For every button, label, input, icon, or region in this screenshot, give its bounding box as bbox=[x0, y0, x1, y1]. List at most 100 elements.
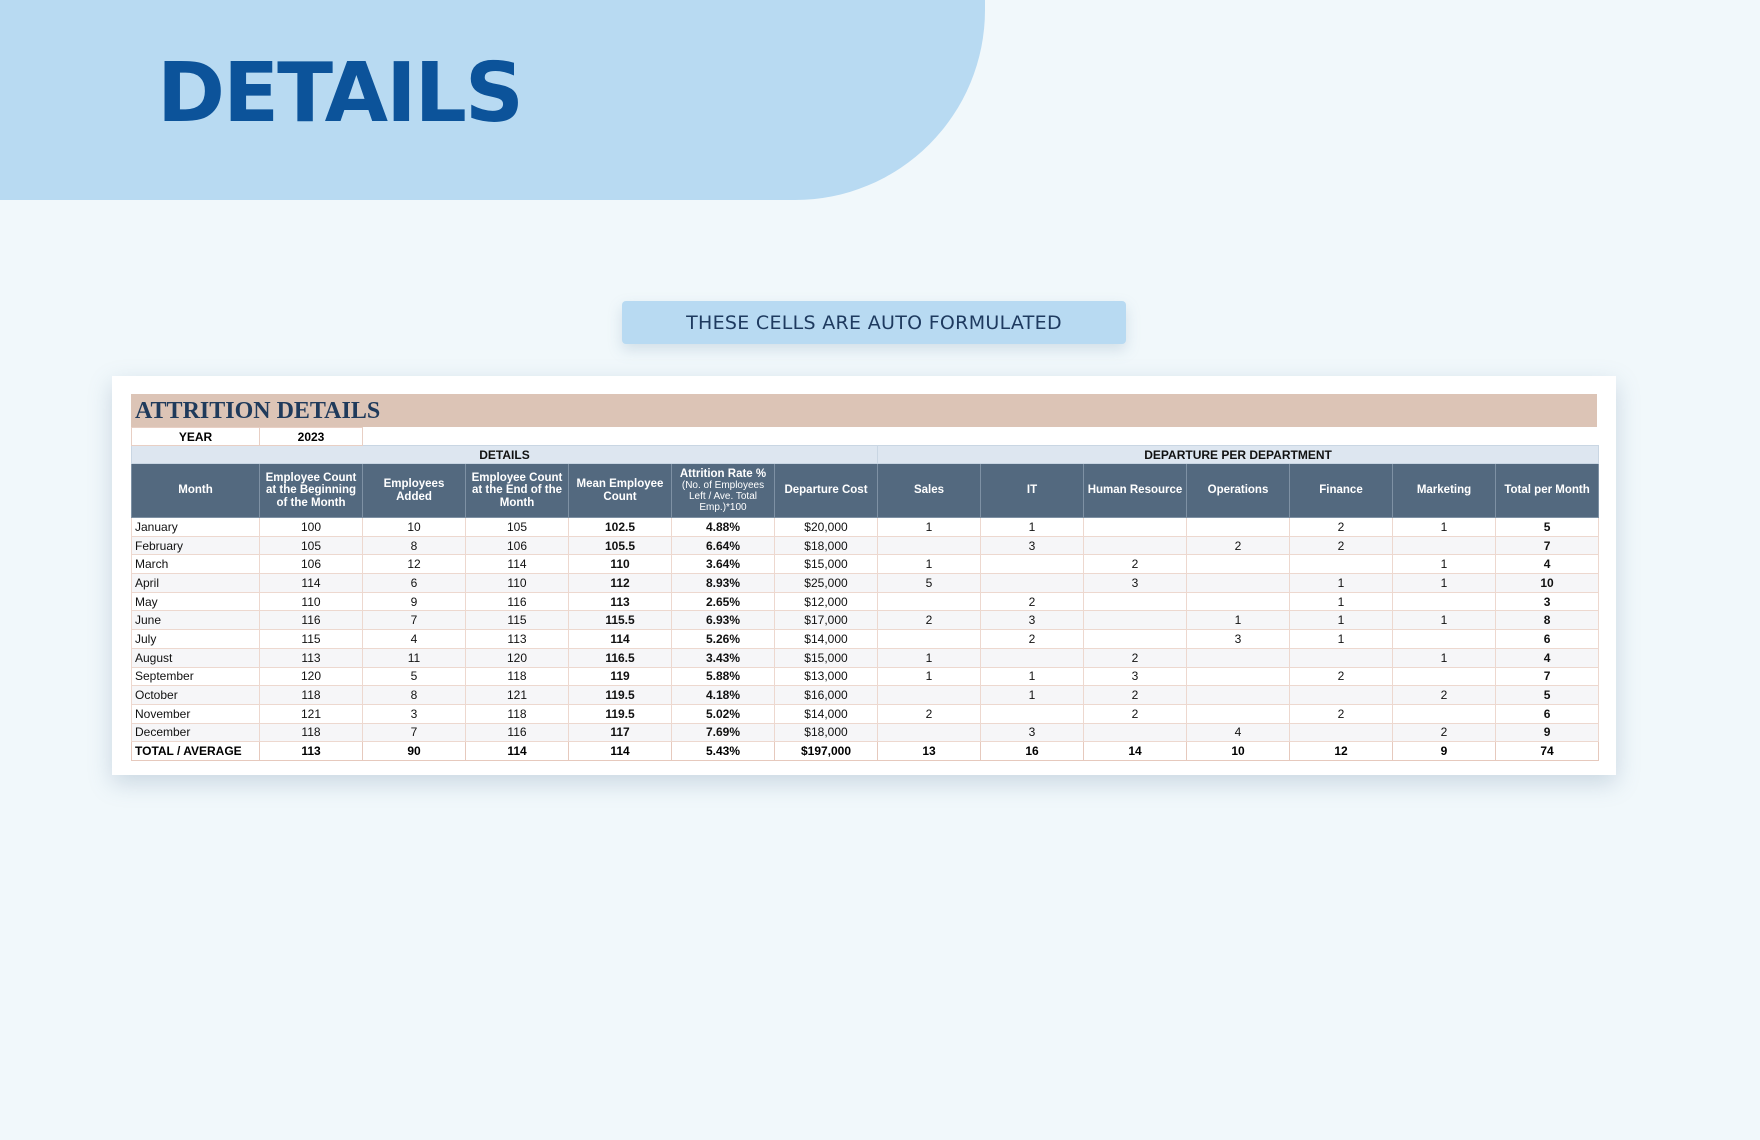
cell-employees-added[interactable]: 4 bbox=[362, 629, 466, 649]
cell-it[interactable] bbox=[980, 703, 1084, 724]
cell-human-resource[interactable]: 2 bbox=[1083, 685, 1187, 705]
cell-begin-count[interactable]: 110 bbox=[259, 591, 363, 612]
cell-marketing[interactable] bbox=[1392, 703, 1496, 724]
cell-employees-added[interactable]: 10 bbox=[362, 517, 466, 537]
cell-human-resource[interactable] bbox=[1083, 517, 1187, 537]
cell-month[interactable]: January bbox=[131, 517, 260, 537]
cell-employees-added[interactable]: 8 bbox=[362, 535, 466, 556]
cell-end-count[interactable]: 118 bbox=[465, 666, 569, 687]
cell-it[interactable] bbox=[980, 647, 1084, 668]
cell-finance[interactable] bbox=[1289, 647, 1393, 668]
cell-employees-added[interactable]: 7 bbox=[362, 610, 466, 631]
cell-month[interactable]: July bbox=[131, 629, 260, 649]
cell-it[interactable] bbox=[980, 554, 1084, 575]
cell-marketing[interactable]: 2 bbox=[1392, 722, 1496, 743]
cell-month[interactable]: December bbox=[131, 722, 260, 743]
cell-departure-cost[interactable]: $25,000 bbox=[774, 573, 878, 593]
cell-begin-count[interactable]: 100 bbox=[259, 517, 363, 537]
cell-month[interactable]: October bbox=[131, 685, 260, 705]
cell-operations[interactable] bbox=[1186, 517, 1290, 537]
cell-finance[interactable]: 2 bbox=[1289, 703, 1393, 724]
cell-sales[interactable]: 2 bbox=[877, 610, 981, 631]
cell-marketing[interactable] bbox=[1392, 591, 1496, 612]
cell-operations[interactable] bbox=[1186, 591, 1290, 612]
cell-begin-count[interactable]: 118 bbox=[259, 685, 363, 705]
cell-month[interactable]: March bbox=[131, 554, 260, 575]
cell-finance[interactable] bbox=[1289, 722, 1393, 743]
cell-marketing[interactable]: 1 bbox=[1392, 647, 1496, 668]
cell-finance[interactable] bbox=[1289, 554, 1393, 575]
cell-finance[interactable]: 1 bbox=[1289, 610, 1393, 631]
cell-departure-cost[interactable]: $14,000 bbox=[774, 629, 878, 649]
cell-end-count[interactable]: 121 bbox=[465, 685, 569, 705]
cell-departure-cost[interactable]: $17,000 bbox=[774, 610, 878, 631]
year-value[interactable]: 2023 bbox=[259, 427, 363, 446]
cell-marketing[interactable]: 2 bbox=[1392, 685, 1496, 705]
cell-begin-count[interactable]: 106 bbox=[259, 554, 363, 575]
cell-month[interactable]: June bbox=[131, 610, 260, 631]
cell-operations[interactable] bbox=[1186, 703, 1290, 724]
cell-operations[interactable]: 2 bbox=[1186, 535, 1290, 556]
cell-sales[interactable] bbox=[877, 685, 981, 705]
cell-human-resource[interactable]: 3 bbox=[1083, 573, 1187, 593]
cell-marketing[interactable] bbox=[1392, 629, 1496, 649]
cell-departure-cost[interactable]: $18,000 bbox=[774, 722, 878, 743]
cell-finance[interactable]: 2 bbox=[1289, 666, 1393, 687]
cell-human-resource[interactable]: 2 bbox=[1083, 554, 1187, 575]
cell-employees-added[interactable]: 9 bbox=[362, 591, 466, 612]
cell-human-resource[interactable] bbox=[1083, 591, 1187, 612]
cell-human-resource[interactable] bbox=[1083, 610, 1187, 631]
cell-sales[interactable]: 1 bbox=[877, 666, 981, 687]
cell-begin-count[interactable]: 105 bbox=[259, 535, 363, 556]
cell-end-count[interactable]: 115 bbox=[465, 610, 569, 631]
cell-sales[interactable] bbox=[877, 591, 981, 612]
cell-human-resource[interactable]: 3 bbox=[1083, 666, 1187, 687]
cell-employees-added[interactable]: 5 bbox=[362, 666, 466, 687]
cell-sales[interactable]: 1 bbox=[877, 554, 981, 575]
cell-departure-cost[interactable]: $13,000 bbox=[774, 666, 878, 687]
cell-marketing[interactable] bbox=[1392, 535, 1496, 556]
cell-month[interactable]: April bbox=[131, 573, 260, 593]
cell-marketing[interactable]: 1 bbox=[1392, 517, 1496, 537]
cell-begin-count[interactable]: 121 bbox=[259, 703, 363, 724]
cell-end-count[interactable]: 116 bbox=[465, 591, 569, 612]
cell-it[interactable]: 2 bbox=[980, 591, 1084, 612]
cell-marketing[interactable]: 1 bbox=[1392, 610, 1496, 631]
cell-human-resource[interactable]: 2 bbox=[1083, 703, 1187, 724]
cell-it[interactable]: 1 bbox=[980, 685, 1084, 705]
cell-month[interactable]: August bbox=[131, 647, 260, 668]
cell-departure-cost[interactable]: $18,000 bbox=[774, 535, 878, 556]
cell-operations[interactable] bbox=[1186, 666, 1290, 687]
cell-departure-cost[interactable]: $15,000 bbox=[774, 554, 878, 575]
cell-it[interactable]: 1 bbox=[980, 666, 1084, 687]
cell-employees-added[interactable]: 11 bbox=[362, 647, 466, 668]
cell-marketing[interactable] bbox=[1392, 666, 1496, 687]
cell-employees-added[interactable]: 6 bbox=[362, 573, 466, 593]
cell-it[interactable]: 3 bbox=[980, 610, 1084, 631]
cell-month[interactable]: September bbox=[131, 666, 260, 687]
cell-end-count[interactable]: 114 bbox=[465, 554, 569, 575]
cell-human-resource[interactable] bbox=[1083, 535, 1187, 556]
cell-it[interactable]: 3 bbox=[980, 535, 1084, 556]
cell-human-resource[interactable] bbox=[1083, 629, 1187, 649]
cell-it[interactable]: 2 bbox=[980, 629, 1084, 649]
cell-sales[interactable]: 1 bbox=[877, 517, 981, 537]
cell-end-count[interactable]: 116 bbox=[465, 722, 569, 743]
cell-departure-cost[interactable]: $16,000 bbox=[774, 685, 878, 705]
cell-operations[interactable] bbox=[1186, 554, 1290, 575]
cell-begin-count[interactable]: 116 bbox=[259, 610, 363, 631]
cell-it[interactable]: 1 bbox=[980, 517, 1084, 537]
cell-month[interactable]: February bbox=[131, 535, 260, 556]
cell-finance[interactable] bbox=[1289, 685, 1393, 705]
cell-human-resource[interactable] bbox=[1083, 722, 1187, 743]
cell-month[interactable]: November bbox=[131, 703, 260, 724]
cell-sales[interactable]: 1 bbox=[877, 647, 981, 668]
cell-departure-cost[interactable]: $14,000 bbox=[774, 703, 878, 724]
cell-end-count[interactable]: 110 bbox=[465, 573, 569, 593]
cell-finance[interactable]: 1 bbox=[1289, 591, 1393, 612]
cell-employees-added[interactable]: 7 bbox=[362, 722, 466, 743]
cell-employees-added[interactable]: 12 bbox=[362, 554, 466, 575]
cell-human-resource[interactable]: 2 bbox=[1083, 647, 1187, 668]
cell-end-count[interactable]: 105 bbox=[465, 517, 569, 537]
cell-departure-cost[interactable]: $15,000 bbox=[774, 647, 878, 668]
